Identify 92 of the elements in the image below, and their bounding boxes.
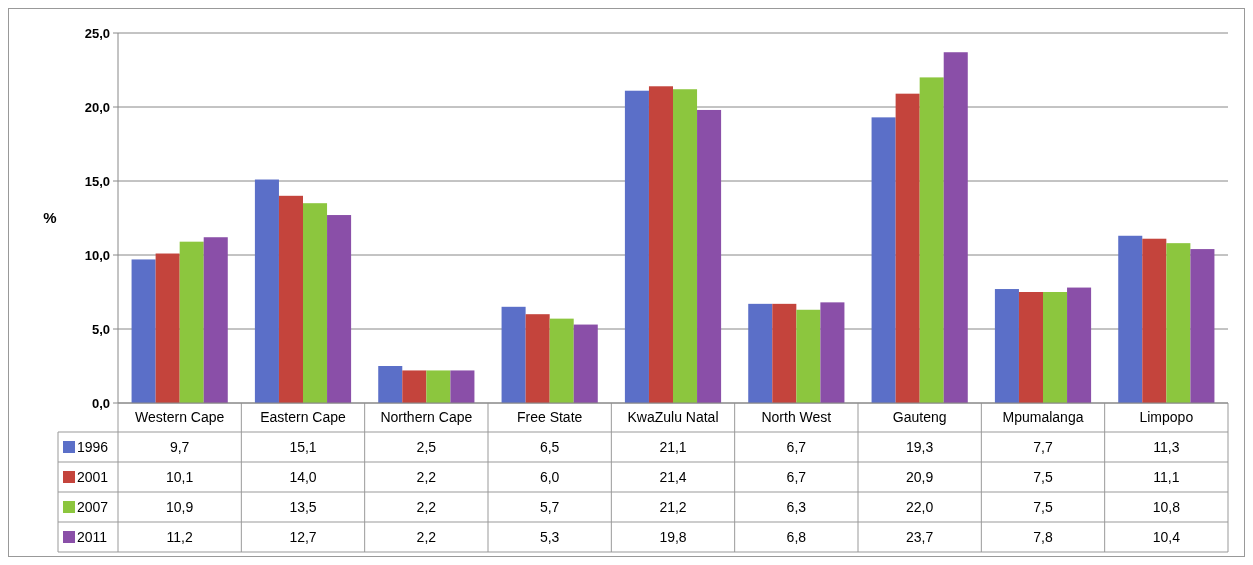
data-label: 15,1 — [289, 438, 317, 455]
x-tick-label: Eastern Cape — [260, 409, 347, 426]
bar — [155, 253, 180, 403]
bar — [525, 314, 550, 403]
legend-label: 2007 — [77, 498, 109, 515]
bar — [426, 370, 451, 403]
bar — [1043, 292, 1068, 403]
bar — [748, 303, 773, 403]
data-label: 22,0 — [906, 498, 934, 515]
bar — [402, 370, 427, 403]
bar — [131, 259, 156, 403]
data-label: 6,8 — [786, 528, 807, 545]
data-label: 7,5 — [1033, 468, 1053, 485]
x-tick-label: North West — [761, 409, 832, 426]
data-label: 12,7 — [289, 528, 317, 545]
x-tick-label: Gauteng — [892, 409, 947, 426]
data-label: 10,9 — [166, 498, 194, 515]
data-label: 21,4 — [659, 468, 687, 485]
bar — [254, 179, 279, 403]
y-tick-label: 10,0 — [84, 247, 110, 263]
data-label: 11,3 — [1153, 438, 1180, 455]
data-label: 7,5 — [1033, 498, 1053, 515]
bar — [772, 303, 797, 403]
data-label: 23,7 — [906, 528, 934, 545]
bar — [1067, 287, 1092, 403]
data-label: 6,0 — [539, 468, 560, 485]
bar — [573, 324, 598, 403]
legend-label: 2001 — [77, 468, 109, 485]
bar — [1118, 235, 1143, 403]
data-label: 21,1 — [659, 438, 687, 455]
bar — [278, 195, 303, 403]
x-tick-label: Northern Cape — [380, 409, 473, 426]
data-label: 21,2 — [659, 498, 687, 515]
data-label: 6,7 — [786, 438, 807, 455]
x-tick-label: Western Cape — [135, 409, 225, 426]
bar — [1190, 249, 1215, 403]
bar — [624, 90, 649, 403]
bar — [327, 215, 352, 403]
data-label: 10,8 — [1152, 498, 1181, 515]
bar — [378, 366, 403, 403]
bar — [203, 237, 228, 403]
bar — [1166, 243, 1191, 403]
data-label: 6,5 — [539, 438, 560, 455]
data-label: 5,7 — [539, 498, 560, 515]
bar — [697, 109, 722, 403]
data-label: 10,4 — [1152, 528, 1181, 545]
bar — [943, 52, 968, 403]
data-label: 2,2 — [416, 498, 437, 515]
y-tick-label: 25,0 — [84, 25, 110, 41]
bar — [648, 86, 673, 403]
data-label: 11,1 — [1153, 468, 1180, 485]
legend-label: 2011 — [77, 528, 108, 545]
data-label: 2,2 — [416, 468, 437, 485]
data-label: 13,5 — [289, 498, 317, 515]
x-tick-label: Limpopo — [1139, 409, 1194, 426]
bar — [820, 302, 845, 403]
data-label: 14,0 — [289, 468, 317, 485]
bar — [179, 241, 204, 403]
bar — [1018, 292, 1043, 403]
bar — [303, 203, 328, 403]
data-label: 5,3 — [539, 528, 560, 545]
x-tick-label: KwaZulu Natal — [627, 409, 719, 426]
data-label: 6,3 — [786, 498, 807, 515]
bar — [673, 89, 698, 403]
data-label: 2,2 — [416, 528, 437, 545]
data-label: 19,8 — [659, 528, 687, 545]
data-label: 7,7 — [1033, 438, 1053, 455]
data-label: 7,8 — [1033, 528, 1053, 545]
data-label: 2,5 — [416, 438, 437, 455]
bar — [549, 318, 574, 403]
y-tick-label: 0,0 — [91, 395, 110, 411]
data-label: 20,9 — [906, 468, 934, 485]
bar — [871, 117, 896, 403]
bar — [501, 306, 526, 403]
data-label: 19,3 — [906, 438, 934, 455]
y-tick-label: 15,0 — [84, 173, 110, 189]
y-tick-label: 20,0 — [84, 99, 110, 115]
bar — [796, 309, 821, 403]
data-label: 10,1 — [166, 468, 194, 485]
x-tick-label: Mpumalanga — [1002, 409, 1084, 426]
data-label: 6,7 — [786, 468, 807, 485]
bar — [919, 77, 944, 403]
bar — [994, 289, 1019, 403]
y-tick-label: 5,0 — [91, 321, 110, 337]
data-label: 11,2 — [166, 528, 193, 545]
y-axis-title: % — [43, 209, 57, 227]
legend-label: 1996 — [77, 438, 109, 455]
data-label: 9,7 — [169, 438, 190, 455]
x-tick-label: Free State — [516, 409, 583, 426]
bar — [450, 370, 475, 403]
bar — [895, 93, 920, 403]
bar — [1142, 238, 1167, 403]
